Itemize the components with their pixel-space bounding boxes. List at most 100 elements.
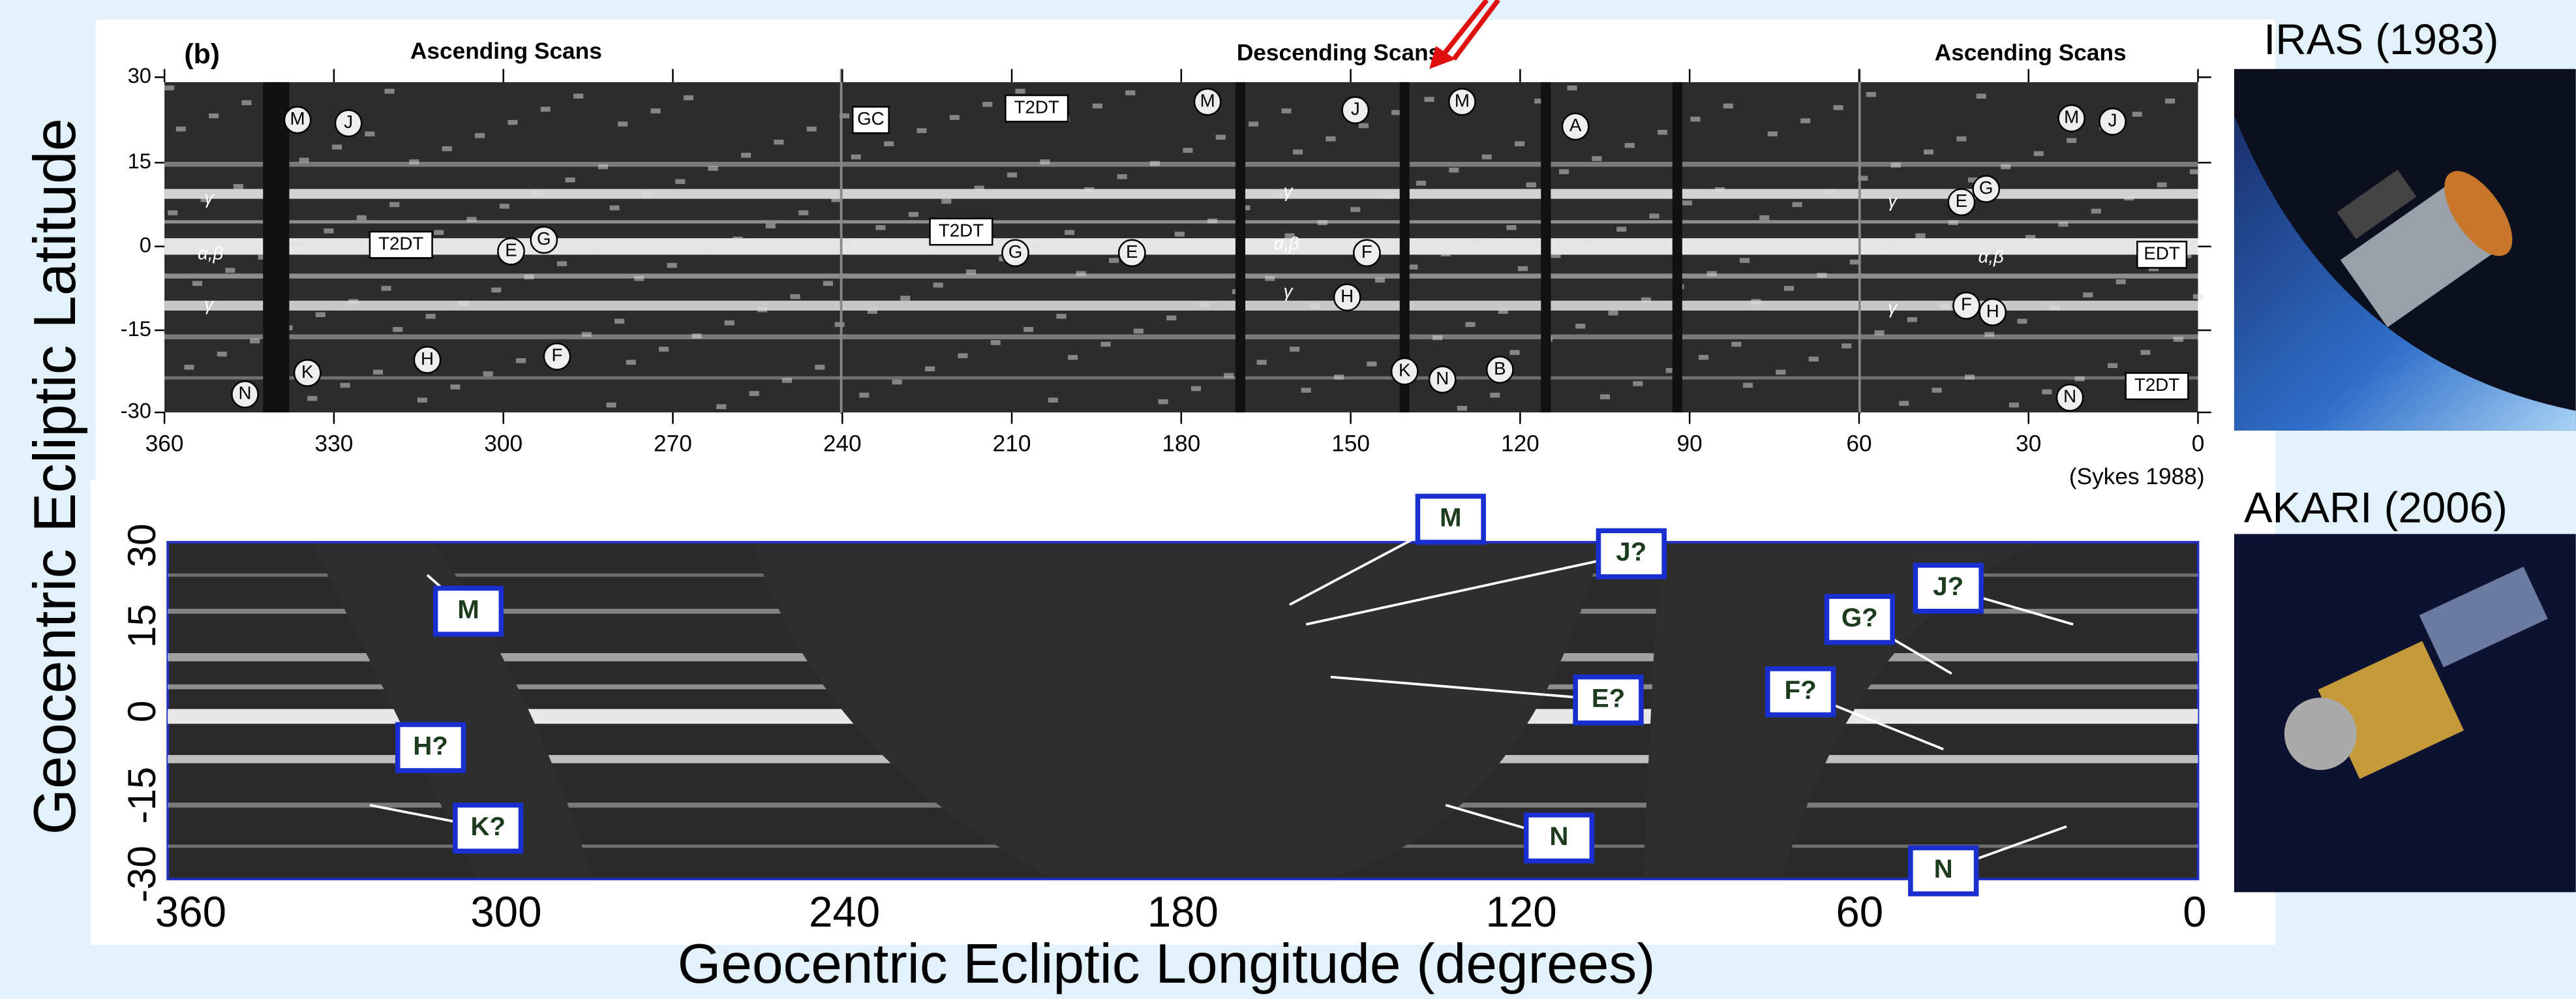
feature-label: M (1440, 502, 1462, 532)
speckle (2001, 164, 2011, 170)
feature-label: H? (413, 731, 448, 760)
stripe (164, 220, 2198, 224)
speckle (1940, 303, 1950, 309)
y-tick-label: -30 (119, 846, 164, 902)
speckle (851, 154, 861, 160)
feature-label: α,β (1273, 234, 1299, 254)
speckle (1858, 176, 1868, 181)
speckle (1301, 388, 1311, 393)
feature-circle (1193, 87, 1222, 116)
speckle (356, 215, 367, 221)
stripe (164, 300, 2198, 311)
speckle (892, 379, 902, 385)
speckle (573, 93, 584, 99)
speckle (475, 132, 485, 138)
speckle (1883, 246, 1893, 252)
speckle (1207, 218, 1218, 224)
speckle (1723, 103, 1733, 109)
feature-label: α,β (198, 243, 223, 264)
speckle (1592, 156, 1602, 161)
speckle (1506, 224, 1517, 230)
speckle (442, 146, 452, 151)
feature-box (1913, 562, 1984, 614)
feature-circle (1341, 96, 1370, 125)
y-tick-label: 0 (140, 232, 151, 256)
feature-circle (293, 359, 322, 388)
y-tick-label: 15 (128, 149, 151, 173)
speckle (1498, 309, 1508, 314)
feature-label: M (2064, 107, 2079, 127)
x-tick-label: 120 (1485, 888, 1556, 936)
speckle (1992, 248, 2003, 253)
speckle (1465, 322, 1476, 328)
speckle (1633, 381, 1643, 386)
feature-label: K (1399, 360, 1411, 380)
earth (2234, 115, 2576, 431)
feature-circle (497, 237, 525, 266)
feature-label: F? (1785, 675, 1817, 705)
speckle (1743, 382, 1753, 388)
speckle (1699, 354, 1709, 360)
feature-label: E (1956, 191, 1967, 211)
feature-circle (1448, 87, 1476, 116)
satellite-name: IRAS (1983) (2264, 16, 2498, 63)
speckle (675, 179, 686, 185)
speckle (209, 113, 219, 119)
speckle (1249, 121, 1259, 127)
speckle (900, 296, 911, 301)
speckle (982, 102, 993, 107)
speckle (917, 128, 927, 133)
feature-circle (2057, 104, 2086, 132)
speckle (450, 384, 461, 390)
feature-label: N (1436, 368, 1449, 388)
speckle (958, 353, 968, 358)
speckle (1751, 299, 1761, 304)
speckle (606, 402, 616, 408)
feature-circle (530, 226, 558, 254)
feature-label: γ (1888, 191, 1898, 211)
speckle (434, 230, 444, 236)
feature-label: E (1126, 241, 1138, 262)
speckle (315, 312, 326, 317)
x-tick-label: 360 (155, 888, 226, 936)
speckle (1040, 159, 1050, 164)
speckle (2058, 221, 2068, 227)
scan-label: Descending Scans (1237, 40, 1441, 65)
speckle (1199, 302, 1209, 307)
feature-circle (1972, 175, 2001, 203)
speckle (2074, 376, 2085, 382)
feature-label: J (344, 112, 353, 132)
speckle (524, 274, 534, 280)
speckle (1125, 90, 1136, 96)
speckle (757, 307, 768, 313)
speckle (1526, 182, 1536, 188)
speckle (1065, 230, 1075, 236)
akari-gap (312, 544, 592, 878)
speckle (233, 184, 243, 189)
x-tick-label: 360 (145, 431, 184, 457)
speckle (1967, 177, 1978, 183)
speckle (1599, 394, 1611, 399)
speckle (1739, 258, 1750, 263)
feature-circle (1001, 239, 1029, 268)
speckle (925, 366, 935, 372)
feature-circle (1428, 365, 1457, 394)
speckle (634, 276, 644, 281)
speckle (1265, 276, 1275, 281)
speckle (2189, 169, 2200, 174)
speckle (365, 131, 375, 137)
speckle (626, 360, 636, 365)
speckle (2124, 195, 2134, 201)
speckle (1715, 187, 1725, 192)
speckle (1358, 123, 1369, 129)
speckle (1817, 273, 1827, 278)
speckle (1015, 88, 1025, 94)
speckle (823, 281, 833, 286)
speckle (1293, 149, 1303, 155)
speckle (614, 318, 625, 324)
feature-label: T2DT (2134, 375, 2179, 395)
speckle (1624, 143, 1635, 148)
speckle (340, 382, 350, 388)
speckle (164, 85, 175, 91)
feature-circle (1978, 298, 2007, 326)
